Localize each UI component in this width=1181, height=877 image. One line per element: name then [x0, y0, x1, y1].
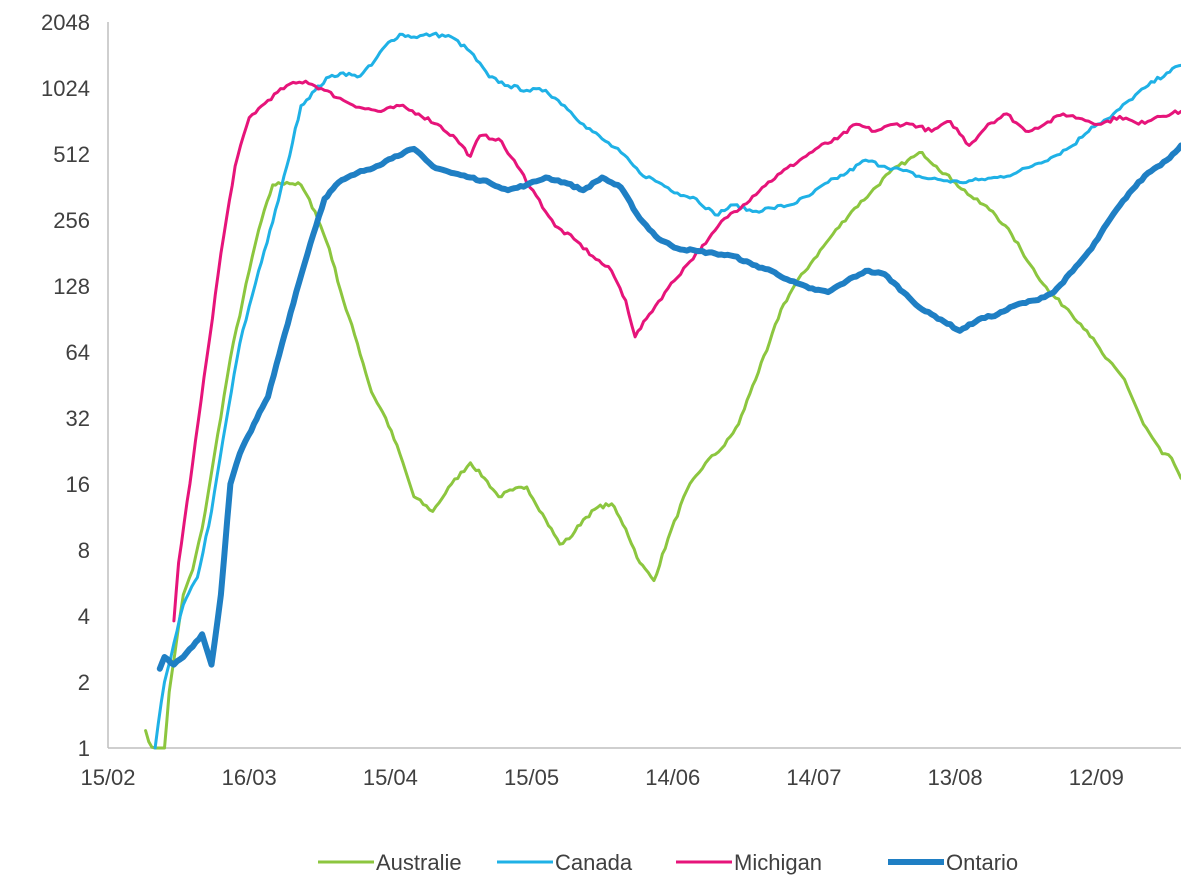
y-tick-label: 64	[66, 340, 90, 365]
y-tick-label: 2	[78, 670, 90, 695]
series-line-ontario	[156, 142, 1181, 672]
y-tick-label: 32	[66, 406, 90, 431]
legend-item-australie: Australie	[318, 850, 462, 875]
x-tick-label: 14/07	[786, 765, 841, 790]
series-line-michigan	[172, 79, 1181, 623]
legend-label: Canada	[555, 850, 633, 875]
x-tick-label: 16/03	[222, 765, 277, 790]
x-tick-label: 14/06	[645, 765, 700, 790]
legend-item-michigan: Michigan	[676, 850, 822, 875]
y-tick-label: 1024	[41, 76, 90, 101]
y-tick-label: 16	[66, 472, 90, 497]
y-tick-label: 256	[53, 208, 90, 233]
x-tick-label: 15/02	[80, 765, 135, 790]
y-tick-label: 4	[78, 604, 90, 629]
legend-item-ontario: Ontario	[888, 850, 1018, 875]
x-tick-label: 12/09	[1069, 765, 1124, 790]
y-tick-label: 128	[53, 274, 90, 299]
legend-label: Michigan	[734, 850, 822, 875]
y-tick-label: 2048	[41, 10, 90, 35]
y-tick-label: 8	[78, 538, 90, 563]
legend: Australie Canada Michigan Ontario	[318, 850, 1018, 875]
y-tick-label: 512	[53, 142, 90, 167]
x-tick-labels: 15/02 16/03 15/04 15/05 14/06 14/07 13/08 12/09	[80, 765, 1123, 790]
x-tick-label: 15/04	[363, 765, 418, 790]
series-layer	[144, 31, 1181, 750]
series-line-canada	[153, 31, 1181, 750]
x-tick-label: 13/08	[928, 765, 983, 790]
legend-label: Ontario	[946, 850, 1018, 875]
x-tick-label: 15/05	[504, 765, 559, 790]
y-tick-labels: 1 2 4 8 16 32 64 128 256 512 1024 2048	[41, 10, 90, 761]
legend-label: Australie	[376, 850, 462, 875]
legend-item-canada: Canada	[497, 850, 633, 875]
y-tick-label: 1	[78, 736, 90, 761]
